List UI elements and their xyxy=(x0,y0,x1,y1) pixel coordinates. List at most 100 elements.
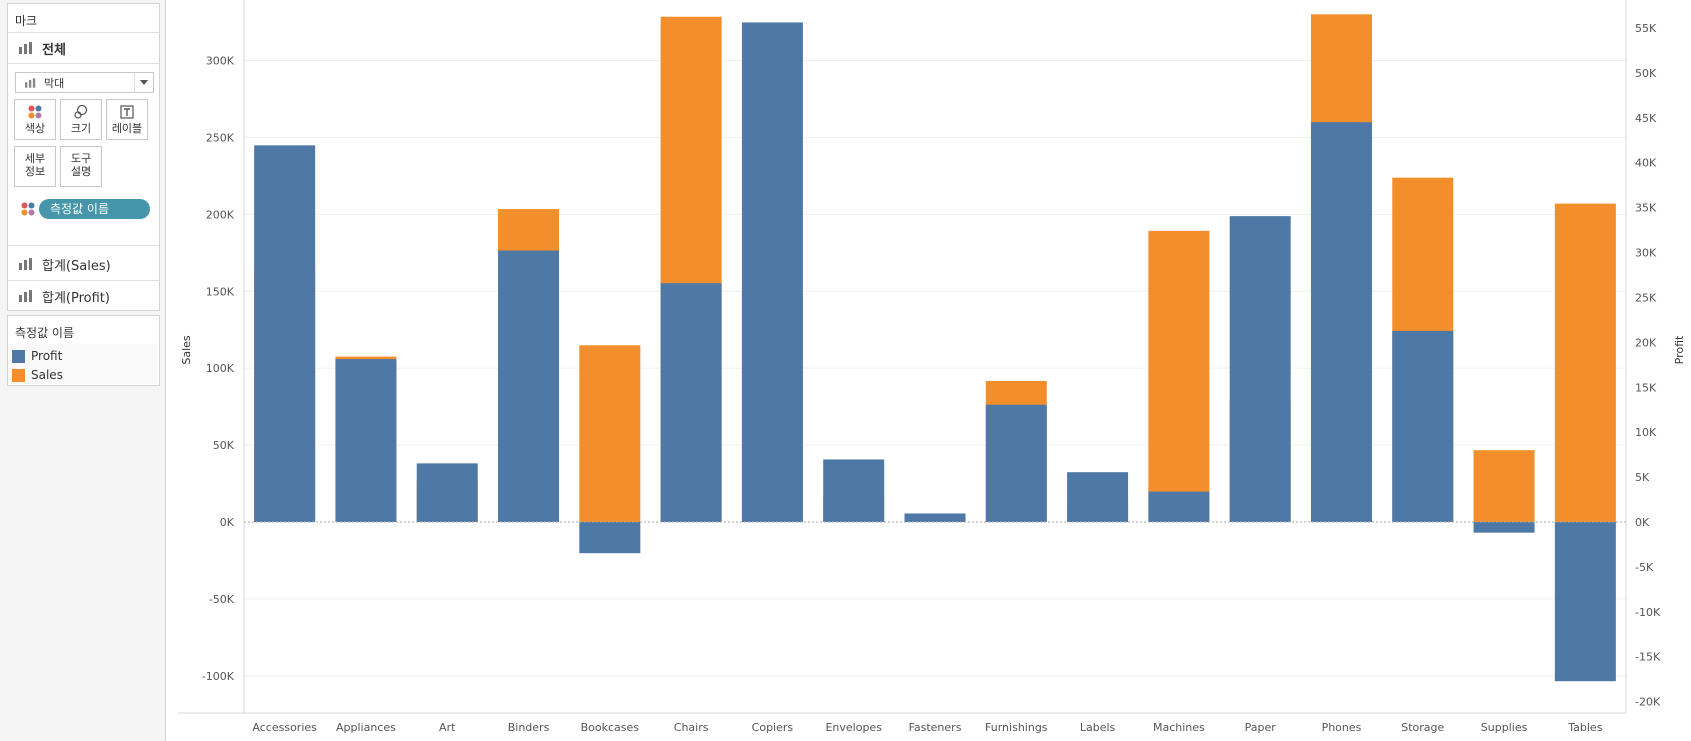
color-dots-icon xyxy=(28,105,42,119)
y-tick-label: 200K xyxy=(206,208,235,221)
y2-tick-label: 55K xyxy=(1635,22,1657,35)
y2-tick-label: -5K xyxy=(1635,561,1654,574)
bar-profit-machines xyxy=(1148,491,1210,522)
bar-profit-labels xyxy=(1067,472,1129,522)
bar-profit-accessories xyxy=(254,145,316,522)
y2-tick-label: 35K xyxy=(1635,202,1657,215)
y-tick-label: -100K xyxy=(202,670,235,683)
color-button[interactable]: 색상 xyxy=(14,99,56,140)
legend-swatch xyxy=(12,349,25,363)
color-dots-icon xyxy=(21,202,35,216)
x-tick-label: Bookcases xyxy=(581,721,640,734)
text-label-icon xyxy=(120,105,134,119)
bar-profit-supplies xyxy=(1473,522,1535,533)
tooltip-button[interactable]: 도구 설명 xyxy=(60,146,102,187)
bar-profit-fasteners xyxy=(904,513,966,522)
bar-profit-copiers xyxy=(741,22,803,522)
sidebar: 마크 전체 막대 색상 크기 xyxy=(0,0,166,741)
mark-type-dropdown[interactable]: 막대 xyxy=(15,72,154,93)
y2-tick-label: 50K xyxy=(1635,67,1657,80)
bar-profit-phones xyxy=(1310,122,1372,523)
bar-profit-appliances xyxy=(335,359,397,522)
y-tick-label: 250K xyxy=(206,131,235,144)
bar-sales-machines xyxy=(1148,230,1210,523)
x-tick-label: Binders xyxy=(508,721,550,734)
measure-profit-label: 합계(Profit) xyxy=(42,290,110,306)
x-tick-label: Envelopes xyxy=(825,721,882,734)
bar-chart-icon xyxy=(19,258,32,270)
legend-title: 측정값 이름 xyxy=(15,326,75,340)
y2-tick-label: 20K xyxy=(1635,336,1657,349)
dual-axis-bar-chart[interactable]: -100K -50K 0K 50K 100K 150K 200K 250K 300K -20K -1… xyxy=(166,0,1691,741)
x-tick-label: Accessories xyxy=(252,721,317,734)
y2-tick-label: -20K xyxy=(1635,696,1661,709)
y2-axis-title: Profit xyxy=(1673,335,1686,364)
legend-swatch xyxy=(12,368,25,382)
detail-button[interactable]: 세부 정보 xyxy=(14,146,56,187)
chevron-down-icon[interactable] xyxy=(134,73,153,92)
bar-sales-supplies xyxy=(1473,450,1535,522)
y-tick-label: 0K xyxy=(220,516,235,529)
bar-profit-envelopes xyxy=(823,459,885,522)
bar-profit-art xyxy=(416,463,478,522)
measure-row-sales[interactable]: 합계(Sales) xyxy=(8,249,159,279)
y2-tick-label: -15K xyxy=(1635,651,1661,664)
color-legend-card: 측정값 이름 Profit Sales xyxy=(7,315,160,386)
x-tick-label: Art xyxy=(439,721,456,734)
bar-chart-icon xyxy=(19,290,32,302)
y2-tick-label: 5K xyxy=(1635,471,1650,484)
x-tick-label: Labels xyxy=(1080,721,1116,734)
measure-names-pill[interactable]: 측정값 이름 xyxy=(39,199,150,219)
x-tick-label: Appliances xyxy=(336,721,396,734)
legend-item-sales[interactable]: Sales xyxy=(12,366,63,384)
y-tick-label: 150K xyxy=(206,285,235,298)
x-tick-label: Furnishings xyxy=(985,721,1048,734)
bar-sales-bookcases xyxy=(579,345,641,522)
bar-chart-icon xyxy=(19,42,32,54)
y-tick-label: -50K xyxy=(209,593,235,606)
y-axis-title: Sales xyxy=(180,335,193,365)
x-tick-label: Phones xyxy=(1322,721,1362,734)
legend-body xyxy=(9,344,158,384)
marks-card: 마크 전체 막대 색상 크기 xyxy=(7,3,160,311)
label-button[interactable]: 레이블 xyxy=(106,99,148,140)
y-tick-label: 50K xyxy=(213,439,235,452)
y-tick-label: 100K xyxy=(206,362,235,375)
x-tick-label: Supplies xyxy=(1481,721,1528,734)
x-tick-label: Storage xyxy=(1401,721,1444,734)
x-tick-label: Fasteners xyxy=(909,721,962,734)
x-tick-label: Chairs xyxy=(674,721,709,734)
y-tick-label: 300K xyxy=(206,55,235,68)
size-button[interactable]: 크기 xyxy=(60,99,102,140)
x-tick-label: Machines xyxy=(1153,721,1205,734)
bar-profit-bookcases xyxy=(579,522,641,554)
y2-tick-label: 25K xyxy=(1635,291,1657,304)
y2-tick-label: 10K xyxy=(1635,426,1657,439)
x-tick-label: Copiers xyxy=(752,721,794,734)
y2-tick-label: 45K xyxy=(1635,112,1657,125)
bars[interactable] xyxy=(254,14,1616,682)
measure-sales-label: 합계(Sales) xyxy=(42,258,111,274)
legend-item-profit[interactable]: Profit xyxy=(12,347,62,365)
bar-profit-furnishings xyxy=(985,404,1047,522)
mark-type-value: 막대 xyxy=(44,76,65,90)
x-tick-label: Tables xyxy=(1567,721,1602,734)
axes: -100K -50K 0K 50K 100K 150K 200K 250K 300K -20K -1… xyxy=(178,0,1686,734)
y2-tick-label: 40K xyxy=(1635,157,1657,170)
measure-row-profit[interactable]: 합계(Profit) xyxy=(8,281,159,311)
marks-all-label: 전체 xyxy=(42,42,66,58)
marks-card-title: 마크 xyxy=(15,14,38,28)
size-icon xyxy=(74,104,88,119)
marks-all-row[interactable]: 전체 xyxy=(8,33,159,63)
bar-profit-binders xyxy=(498,250,560,522)
bar-profit-tables xyxy=(1554,522,1616,682)
bar-profit-paper xyxy=(1229,216,1291,522)
y2-tick-label: 0K xyxy=(1635,516,1650,529)
bar-sales-tables xyxy=(1554,203,1616,522)
bar-profit-chairs xyxy=(660,283,722,522)
bar-chart-icon xyxy=(25,77,36,88)
y2-tick-label: 15K xyxy=(1635,381,1657,394)
y2-tick-label: -10K xyxy=(1635,606,1661,619)
bar-profit-storage xyxy=(1392,330,1454,522)
y2-tick-label: 30K xyxy=(1635,247,1657,260)
